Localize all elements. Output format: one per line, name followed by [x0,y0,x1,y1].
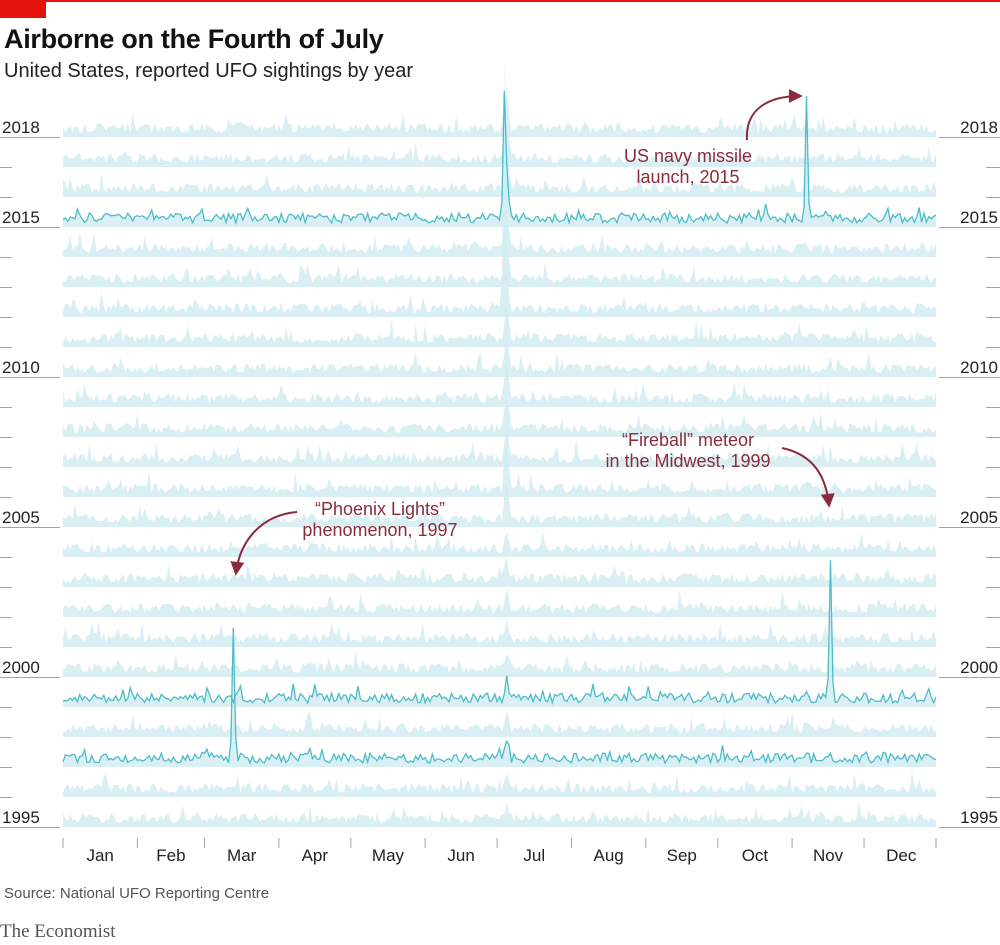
ridge-2017 [63,122,936,167]
year-label-2000-right: 2000 [960,658,998,677]
annotation-arrow [745,89,803,141]
chart-subtitle: United States, reported UFO sightings by… [4,60,414,82]
year-label-2000-left: 2000 [2,658,40,677]
ridge-2011 [63,282,936,347]
year-label-2010-left: 2010 [2,358,40,377]
month-label-mar: Mar [227,846,257,865]
ridge-1996 [63,771,936,797]
ridge-2006 [63,445,936,497]
ridge-2002 [63,588,936,617]
publisher-logo: The Economist [0,921,116,942]
month-label-jul: Jul [523,846,545,865]
ridge-2016 [63,145,936,197]
highlight-line-1999 [62,560,937,706]
annotation-label: “Phoenix Lights” phenomenon, 1997 [302,499,457,540]
ridge-2014 [63,207,936,257]
ridge-2005 [63,479,936,527]
month-label-oct: Oct [742,846,769,865]
year-label-2005-left: 2005 [2,508,40,527]
year-label-2005-right: 2005 [960,508,998,527]
brand-tab [0,0,46,18]
ridge-2004 [63,531,936,557]
ridge-2007 [63,419,936,467]
ridge-2003 [63,556,936,587]
month-label-aug: Aug [594,846,624,865]
month-label-nov: Nov [813,846,844,865]
annotation-label: US navy missile launch, 2015 [624,146,752,187]
year-axes: 2018 2018 2015 2015 2010 2010 2005 2005 2000 2000… [0,118,1000,828]
month-axis: Jan Feb Mar Apr May Jun Jul Aug Sep Oct Nov Dec [62,838,937,865]
ridge-2009 [63,359,936,407]
ridge-2001 [63,619,936,647]
ridge-2008 [63,388,936,437]
ridge-1995 [63,801,936,827]
year-label-2015-left: 2015 [2,208,40,227]
month-label-may: May [372,846,405,865]
annotations: US navy missile launch, 2015 “Fireball” me… [230,89,835,576]
ridge-2018 [63,83,936,137]
ridge-2013 [63,239,936,287]
year-label-2015-right: 2015 [960,208,998,227]
annotation-label: “Fireball” meteor in the Midwest, 1999 [605,430,770,471]
year-label-1995-left: 1995 [2,808,40,827]
month-label-sep: Sep [667,846,697,865]
month-label-feb: Feb [156,846,185,865]
year-label-2018-right: 2018 [960,118,998,137]
annotation-arrow [781,447,835,508]
year-label-2010-right: 2010 [960,358,998,377]
month-label-jan: Jan [86,846,113,865]
ridge-fills [63,58,936,827]
month-label-dec: Dec [886,846,917,865]
ridge-2010 [63,326,936,377]
ridge-2000 [63,650,936,677]
chart-title: Airborne on the Fourth of July [4,24,384,54]
highlight-line-2015 [62,90,937,226]
month-label-jun: Jun [447,846,474,865]
month-label-apr: Apr [302,846,329,865]
year-label-1995-right: 1995 [960,808,998,827]
year-label-2018-left: 2018 [2,118,40,137]
annotation-arrow [230,511,298,576]
source-note: Source: National UFO Reporting Centre [4,885,270,902]
ridge-1998 [63,710,936,737]
highlight-line-1997 [62,627,937,765]
highlight-lines [62,90,937,765]
top-rule [0,0,1000,2]
